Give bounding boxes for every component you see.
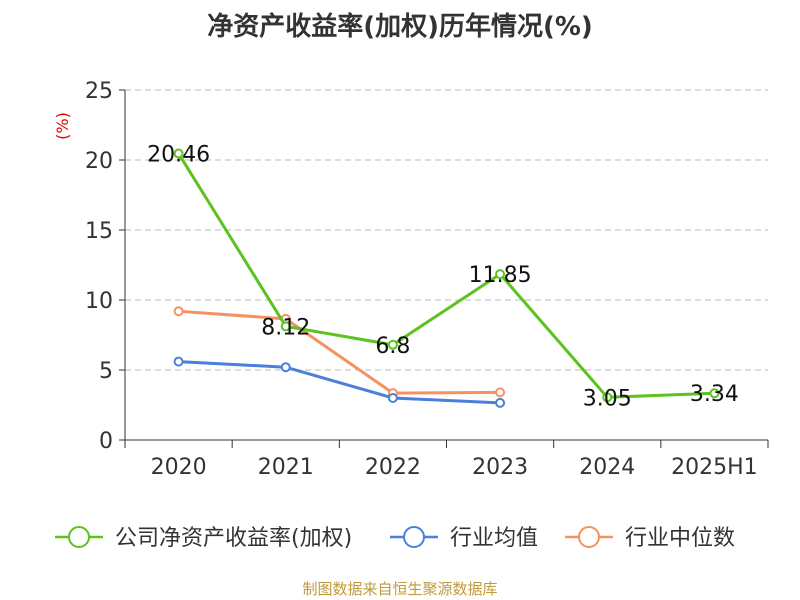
axes: 0 5 10 15 20 25 2020 2021 2022 2023 2024 2025H1 [85, 79, 769, 480]
data-label: 3.34 [690, 382, 739, 407]
source-note: 制图数据来自恒生聚源数据库 [302, 580, 498, 598]
data-point[interactable] [495, 397, 506, 408]
legend-label: 公司净资产收益率(加权) [115, 526, 352, 551]
data-point[interactable] [173, 148, 184, 159]
x-tick-label: 2024 [579, 455, 635, 480]
legend-label: 行业均值 [450, 526, 538, 551]
data-label: 8.12 [261, 315, 310, 340]
legend-marker [578, 526, 600, 548]
series [173, 148, 720, 408]
legend-item[interactable]: 行业均值 [390, 526, 538, 551]
x-tick-label: 2021 [258, 455, 314, 480]
data-label: 20.46 [147, 143, 210, 168]
data-label: 11.85 [469, 263, 532, 288]
data-point[interactable] [495, 269, 506, 280]
x-tick-label: 2025H1 [671, 455, 758, 480]
series-line [178, 309, 501, 395]
x-tick-label: 2020 [151, 455, 207, 480]
legend-item[interactable]: 行业中位数 [565, 526, 735, 551]
legend-label: 行业中位数 [625, 526, 735, 551]
data-point[interactable] [280, 362, 291, 373]
y-tick-label: 15 [85, 219, 113, 244]
data-point[interactable] [280, 321, 291, 332]
legend[interactable]: 公司净资产收益率(加权) 行业均值 行业中位数 [55, 526, 735, 551]
y-axis-label: (%) [53, 112, 72, 140]
legend-marker [68, 526, 90, 548]
data-point[interactable] [387, 339, 398, 350]
x-tick-label: 2022 [365, 455, 421, 480]
y-tick-label: 5 [99, 359, 113, 384]
data-point[interactable] [173, 356, 184, 367]
chart-title: 净资产收益率(加权)历年情况(%) [207, 12, 593, 42]
data-label: 3.05 [583, 386, 632, 411]
legend-marker [403, 526, 425, 548]
data-label: 6.8 [375, 334, 410, 359]
gridlines [125, 89, 768, 371]
y-tick-label: 20 [85, 149, 113, 174]
data-point[interactable] [387, 393, 398, 403]
data-point[interactable] [495, 387, 506, 398]
series-line [178, 360, 501, 405]
data-point[interactable] [173, 306, 184, 317]
data-point[interactable] [602, 392, 613, 403]
y-tick-label: 10 [85, 289, 113, 314]
data-labels: 20.46 8.12 6.8 11.85 3.05 3.34 [147, 143, 739, 412]
series-line [177, 152, 715, 399]
y-tick-label: 25 [85, 79, 113, 104]
y-tick-label: 0 [99, 429, 113, 454]
legend-item[interactable]: 公司净资产收益率(加权) [55, 526, 352, 551]
x-tick-label: 2023 [472, 455, 528, 480]
data-point[interactable] [709, 388, 720, 399]
